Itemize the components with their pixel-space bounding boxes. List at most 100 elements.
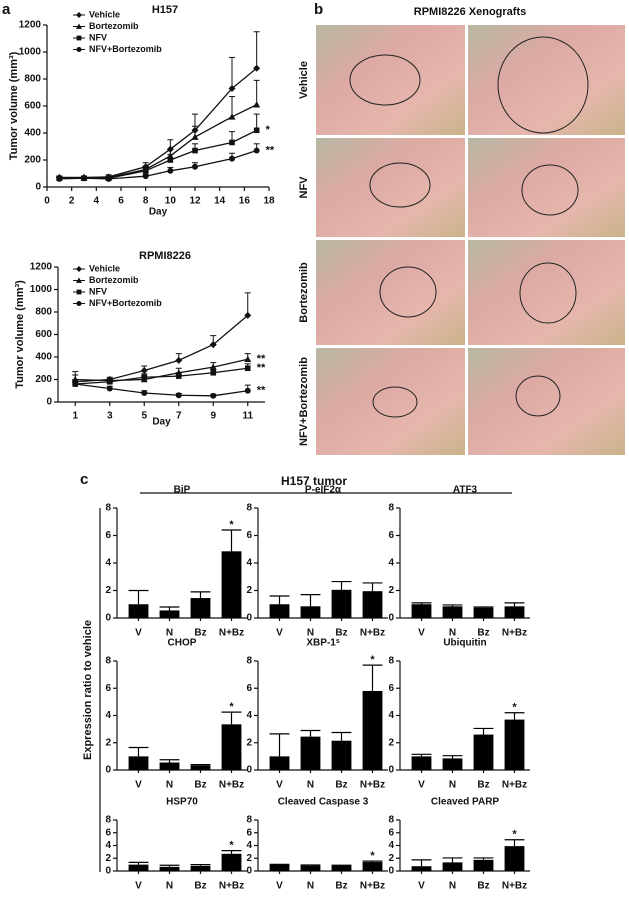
y-tick-label: 0 (388, 613, 394, 624)
chart-title: Cleaved Caspase 3 (278, 797, 369, 808)
x-tick-label: 1 (72, 411, 78, 422)
x-tick-label: Bz (477, 628, 489, 639)
y-tick-label: 0 (46, 397, 52, 408)
bar (269, 756, 290, 770)
marker (209, 341, 217, 349)
chart-title: XBP-1ˢ (306, 638, 339, 649)
y-tick-label: 6 (246, 827, 252, 838)
y-tick-label: 2 (105, 853, 111, 864)
panel-label: b (314, 1, 323, 18)
marker (167, 167, 174, 174)
y-tick-label: 6 (388, 530, 394, 541)
marker (142, 168, 149, 174)
x-tick-label: N (449, 780, 456, 791)
series-line (75, 367, 248, 385)
x-tick-label: 6 (118, 196, 124, 207)
chart-title: ATF3 (453, 485, 478, 496)
marker (229, 139, 235, 146)
x-tick-label: 2 (69, 196, 75, 207)
marker (81, 175, 87, 182)
y-tick-label: 800 (35, 307, 52, 318)
photo (468, 348, 625, 455)
legend-label: Bortezomib (89, 21, 139, 31)
marker (72, 381, 79, 387)
marker (105, 175, 112, 182)
bar (504, 719, 525, 770)
y-tick-label: 600 (24, 101, 41, 112)
legend-label: Vehicle (89, 263, 120, 273)
x-tick-label: V (276, 881, 283, 892)
x-tick-label: N (166, 881, 173, 892)
y-tick-label: 2 (388, 853, 394, 864)
bar (411, 756, 432, 770)
legend-marker (76, 266, 82, 272)
y-tick-label: 6 (246, 530, 252, 541)
row-label: Vehicle (298, 61, 310, 99)
y-tick-label: 4 (246, 710, 252, 721)
y-tick-label: 6 (105, 683, 111, 694)
bar (221, 853, 242, 871)
xenograft-title: RPMI8226 Xenografts (414, 6, 526, 18)
bar (128, 604, 149, 618)
bar (362, 862, 383, 871)
y-tick-label: 6 (388, 683, 394, 694)
y-tick-label: 4 (388, 710, 394, 721)
x-tick-label: N+Bz (502, 628, 527, 639)
tumor-circle (519, 262, 577, 324)
y-axis-label: Tumor volume (mm³) (8, 51, 20, 160)
chart-title: Cleaved PARP (431, 797, 500, 808)
bar (442, 862, 463, 871)
legend-marker (76, 46, 82, 53)
y-tick-label: 0 (35, 182, 41, 193)
y-tick-label: 0 (246, 765, 252, 776)
y-tick-label: 400 (35, 352, 52, 363)
chart-title: CHOP (168, 638, 197, 649)
x-tick-label: Bz (194, 780, 206, 791)
y-tick-label: 4 (246, 840, 252, 851)
y-tick-label: 2 (105, 737, 111, 748)
y-tick-label: 8 (105, 815, 111, 826)
x-tick-label: Bz (194, 628, 206, 639)
x-tick-label: N (307, 881, 314, 892)
bar (128, 756, 149, 770)
x-tick-label: 16 (239, 196, 251, 207)
marker (141, 374, 148, 381)
y-tick-label: 2 (388, 737, 394, 748)
chart-title: BiP (174, 485, 191, 496)
x-tick-label: N (166, 628, 173, 639)
marker (228, 84, 236, 92)
legend-marker (76, 12, 82, 18)
tumor-circle (497, 36, 589, 134)
bar (300, 865, 321, 871)
y-tick-label: 4 (388, 840, 394, 851)
marker (142, 173, 149, 180)
legend-marker (76, 300, 82, 307)
marker (209, 363, 217, 370)
series-line (59, 129, 257, 179)
x-tick-label: V (418, 881, 425, 892)
row-label: Bortezomib (298, 262, 310, 323)
y-axis-label: Tumor volume (mm³) (14, 280, 26, 389)
bar (411, 604, 432, 618)
bar (190, 765, 211, 770)
y-tick-label: 0 (105, 866, 111, 877)
tumor-circle (379, 266, 437, 318)
x-tick-label: 12 (189, 196, 201, 207)
y-tick-label: 0 (105, 765, 111, 776)
y-tick-label: 400 (24, 128, 41, 139)
x-tick-label: N+Bz (502, 881, 527, 892)
y-tick-label: 0 (246, 866, 252, 877)
bar (442, 606, 463, 618)
chart-title: Ubiquitin (443, 638, 486, 649)
x-tick-label: V (276, 780, 283, 791)
y-tick-label: 1200 (30, 262, 53, 273)
y-tick-label: 1200 (19, 20, 42, 31)
legend-marker (76, 35, 82, 41)
chart-title: HSP70 (166, 797, 198, 808)
y-tick-label: 8 (246, 656, 252, 667)
marker (106, 385, 113, 392)
bar (221, 724, 242, 770)
y-tick-label: 0 (388, 866, 394, 877)
marker (210, 369, 217, 376)
x-tick-label: N+Bz (219, 780, 244, 791)
